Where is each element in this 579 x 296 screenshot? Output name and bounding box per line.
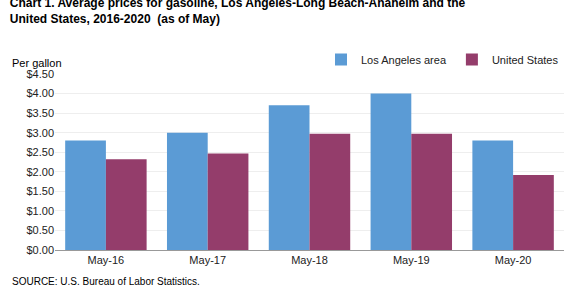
svg-text:SOURCE: U.S. Bureau of Labor S: SOURCE: U.S. Bureau of Labor Statistics. bbox=[12, 276, 200, 287]
svg-text:May-17: May-17 bbox=[189, 254, 226, 266]
svg-text:$0.50: $0.50 bbox=[26, 224, 54, 236]
svg-text:$4.00: $4.00 bbox=[26, 87, 54, 99]
svg-text:$0.00: $0.00 bbox=[26, 244, 54, 256]
svg-text:United States: United States bbox=[492, 54, 559, 66]
svg-text:$2.50: $2.50 bbox=[26, 146, 54, 158]
svg-text:Chart 1. Average prices for ga: Chart 1. Average prices for gasoline, Lo… bbox=[10, 0, 466, 26]
svg-text:$3.50: $3.50 bbox=[26, 107, 54, 119]
svg-text:$1.50: $1.50 bbox=[26, 185, 54, 197]
svg-text:May-19: May-19 bbox=[393, 254, 430, 266]
svg-text:May-20: May-20 bbox=[495, 254, 532, 266]
svg-text:May-16: May-16 bbox=[88, 254, 125, 266]
svg-text:$2.00: $2.00 bbox=[26, 166, 54, 178]
svg-text:$1.00: $1.00 bbox=[26, 205, 54, 217]
svg-text:$3.00: $3.00 bbox=[26, 127, 54, 139]
svg-text:May-18: May-18 bbox=[291, 254, 328, 266]
svg-text:Per gallon: Per gallon bbox=[12, 57, 62, 69]
svg-text:$4.50: $4.50 bbox=[26, 68, 54, 80]
svg-text:Los Angeles area: Los Angeles area bbox=[361, 54, 447, 66]
